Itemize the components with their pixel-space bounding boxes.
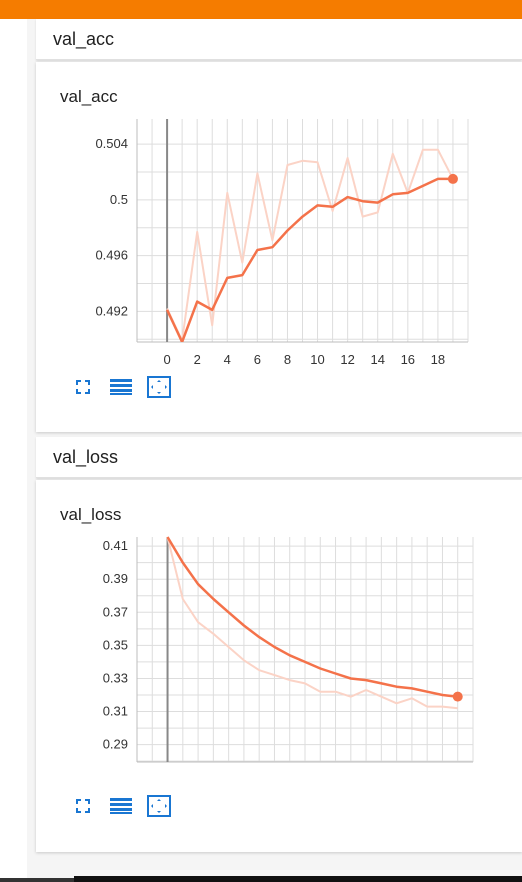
x-tick-label: 16 [401,352,415,367]
status-strip [0,878,74,882]
y-tick-label: 0.39 [103,571,128,586]
series-line-raw [166,148,454,342]
toggle-lines-button[interactable] [108,374,134,400]
fit-domain-icon [147,376,171,398]
left-gutter [0,19,27,882]
x-tick-label: 0 [163,352,170,367]
fullscreen-button[interactable] [70,793,96,819]
series-line-raw [166,536,458,710]
y-tick-label: 0.5 [110,192,128,207]
y-tick-label: 0.33 [103,670,128,685]
x-tick-label: 18 [431,352,445,367]
fit-domain-button[interactable] [146,793,172,819]
toggle-lines-button[interactable] [108,793,134,819]
taskbar-strip [74,876,522,882]
series-line-smoothed [165,177,453,342]
x-tick-label: 2 [194,352,201,367]
series-line-smoothed [166,536,458,698]
last-point-marker [452,691,463,702]
y-tick-label: 0.31 [103,704,128,719]
y-tick-label: 0.41 [103,538,128,553]
x-tick-label: 6 [254,352,261,367]
x-tick-label: 8 [284,352,291,367]
top-app-bar [0,0,522,19]
chart-toolbar [70,374,184,400]
y-tick-label: 0.35 [103,637,128,652]
section-header-label: val_loss [53,447,119,467]
chart-title: val_loss [60,505,122,524]
fullscreen-button[interactable] [70,374,96,400]
x-tick-label: 10 [310,352,324,367]
section-header-val-loss[interactable]: val_loss [36,437,522,478]
lines-icon [110,798,132,814]
x-tick-label: 4 [224,352,231,367]
chart-toolbar [70,793,184,819]
y-tick-label: 0.496 [95,248,128,263]
fullscreen-icon [76,799,90,813]
fit-domain-icon [147,795,171,817]
last-point-marker [447,173,458,184]
chart-title: val_acc [60,87,118,106]
section-header-label: val_acc [53,29,115,49]
y-tick-label: 0.504 [95,136,128,151]
fullscreen-icon [76,380,90,394]
chart-card-val-acc: val_acc 0.492 0.496 0.5 0.504 0 2 4 6 8 10 12 14 16 1… [36,62,522,432]
fit-domain-button[interactable] [146,374,172,400]
chart-card-val-loss: val_loss 0.29 0.31 0.33 0.35 0.37 0.39 0.41 [36,480,522,852]
grid [136,119,469,342]
y-tick-label: 0.29 [103,737,128,752]
section-header-val-acc[interactable]: val_acc [36,19,522,60]
x-tick-label: 12 [340,352,354,367]
y-tick-label: 0.492 [95,303,128,318]
chart-val-loss[interactable]: 0.29 0.31 0.33 0.35 0.37 0.39 0.41 [36,480,522,780]
chart-val-acc[interactable]: 0.492 0.496 0.5 0.504 0 2 4 6 8 10 12 14 16 18 [36,62,522,372]
grid [136,537,474,762]
x-tick-label: 14 [370,352,384,367]
lines-icon [110,379,132,395]
y-tick-label: 0.37 [103,604,128,619]
